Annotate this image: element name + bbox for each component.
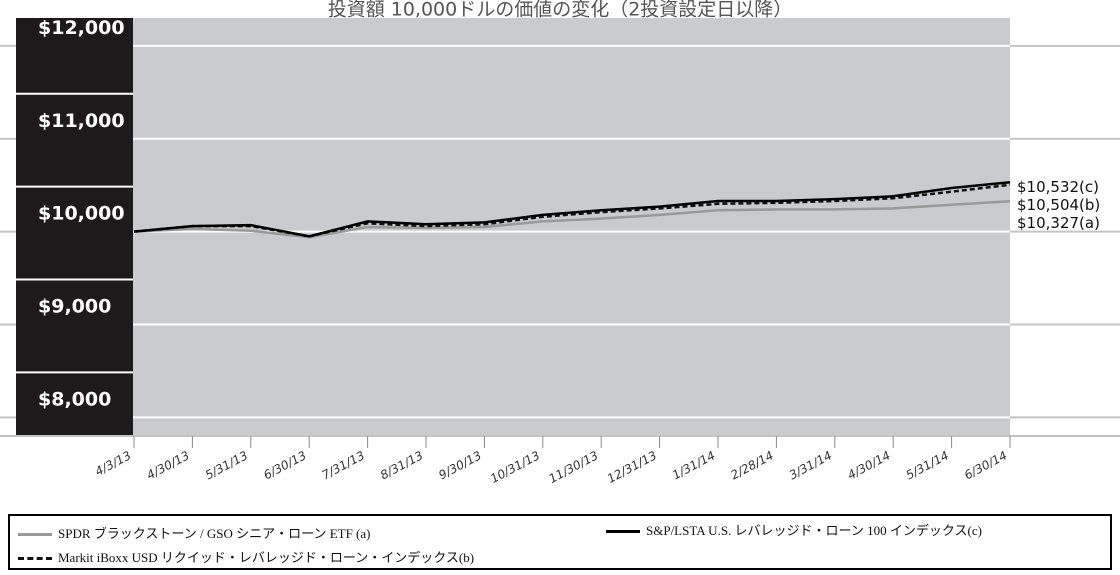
x-tick-label-10: 1/31/14 <box>670 448 717 482</box>
x-tick-label-3: 6/30/13 <box>261 448 308 482</box>
x-tick-label-4: 7/31/13 <box>320 448 367 482</box>
end-label-0: $10,327(a) <box>1017 214 1100 232</box>
y-axis-band <box>16 18 133 436</box>
legend-swatch-c <box>606 530 640 533</box>
x-tick-label-2: 5/31/13 <box>203 448 250 482</box>
series-line-2 <box>133 180 1011 238</box>
x-tick-label-14: 5/31/14 <box>904 448 951 482</box>
y-tick-label-3: $11,000 <box>38 110 125 132</box>
legend-label-b: Markit iBoxx USD リクイッド・レバレッジド・ローン・インデックス… <box>58 550 475 565</box>
y-tick-label-2: $10,000 <box>38 203 125 225</box>
legend-item-b: Markit iBoxx USD リクイッド・レバレッジド・ローン・インデックス… <box>18 549 474 567</box>
legend-label-c: S&P/LSTA U.S. レバレッジド・ローン 100 インデックス(c) <box>646 523 982 538</box>
x-tick-label-9: 12/31/13 <box>605 448 659 486</box>
legend-label-a: SPDR ブラックストーン / GSO シニア・ローン ETF (a) <box>58 526 371 541</box>
x-tick-label-11: 2/28/14 <box>728 448 775 482</box>
y-tick-label-1: $9,000 <box>38 296 111 318</box>
y-tick-label-4: $12,000 <box>38 17 125 39</box>
x-tick-label-8: 11/30/13 <box>546 448 600 486</box>
x-tick-label-13: 4/30/14 <box>845 448 892 482</box>
y-tick-label-0: $8,000 <box>38 388 111 410</box>
legend-swatch-b <box>18 557 52 560</box>
chart-title: 投資額 10,000ドルの価値の変化（2投資設定日以降） <box>328 0 793 21</box>
legend-swatch-a <box>18 533 52 536</box>
legend-item-c: S&P/LSTA U.S. レバレッジド・ローン 100 インデックス(c) <box>606 522 1026 540</box>
x-tick-label-5: 8/31/13 <box>378 448 425 482</box>
legend: SPDR ブラックストーン / GSO シニア・ローン ETF (a) Mark… <box>8 514 1112 570</box>
x-tick-label-15: 6/30/14 <box>962 448 1009 482</box>
x-tick-label-1: 4/30/13 <box>144 448 191 482</box>
end-label-1: $10,504(b) <box>1017 196 1100 214</box>
plot-area <box>133 18 1010 436</box>
series-line-0 <box>133 200 1011 239</box>
x-tick-label-6: 9/30/13 <box>436 448 483 482</box>
x-tick-label-12: 3/31/14 <box>787 448 834 482</box>
legend-item-a: SPDR ブラックストーン / GSO シニア・ローン ETF (a) <box>18 525 371 543</box>
x-tick-label-0: 4/3/13 <box>93 448 134 478</box>
x-tick-label-7: 10/31/13 <box>488 448 542 486</box>
line-chart: 投資額 10,000ドルの価値の変化（2投資設定日以降） $8,000 $9,00… <box>0 0 1120 486</box>
end-label-2: $10,532(c) <box>1017 178 1099 196</box>
